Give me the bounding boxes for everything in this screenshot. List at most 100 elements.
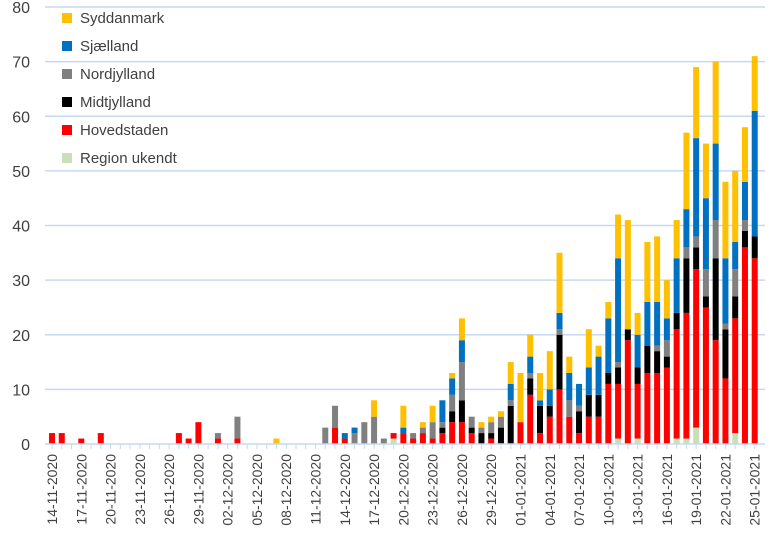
bar-syddanmark-36 bbox=[400, 405, 407, 428]
bar-sj-lland-70 bbox=[732, 241, 739, 270]
y-tick-label: 10 bbox=[12, 382, 30, 399]
bar-nordjylland-69 bbox=[722, 323, 729, 330]
legend-label: Syddanmark bbox=[80, 10, 165, 27]
x-tick-label: 10-01-2021 bbox=[600, 454, 616, 526]
x-tick-label: 22-01-2021 bbox=[717, 454, 733, 526]
bar-hovedstaden-19 bbox=[234, 438, 241, 444]
bar-hovedstaden-3 bbox=[78, 438, 85, 444]
x-tick-label: 13-01-2021 bbox=[630, 454, 646, 526]
bar-hovedstaden-15 bbox=[195, 422, 202, 444]
bars bbox=[49, 56, 758, 444]
x-tick-label: 07-01-2021 bbox=[571, 454, 587, 526]
bar-hovedstaden-68 bbox=[712, 340, 719, 444]
bar-midtjylland-44 bbox=[478, 433, 485, 444]
x-tick-label: 19-01-2021 bbox=[688, 454, 704, 526]
legend-swatch bbox=[62, 41, 72, 51]
bar-hovedstaden-65 bbox=[683, 312, 690, 439]
bar-syddanmark-38 bbox=[419, 422, 426, 428]
bar-hovedstaden-40 bbox=[439, 433, 446, 444]
bar-sj-lland-64 bbox=[673, 258, 680, 313]
y-tick-label: 60 bbox=[12, 109, 30, 126]
bar-hovedstaden-57 bbox=[605, 383, 612, 444]
y-axis-ticks: 0 10 20 30 40 50 60 70 80 bbox=[12, 0, 30, 454]
bar-nordjylland-29 bbox=[332, 405, 339, 428]
x-tick-label: 14-12-2020 bbox=[337, 454, 353, 526]
bar-nordjylland-53 bbox=[566, 400, 573, 417]
x-tick-label: 05-12-2020 bbox=[249, 454, 265, 526]
bar-hovedstaden-54 bbox=[576, 433, 583, 444]
bar-hovedstaden-41 bbox=[449, 422, 456, 444]
bar-nordjylland-68 bbox=[712, 220, 719, 259]
x-tick-label: 01-01-2021 bbox=[512, 454, 528, 526]
legend: Syddanmark Sjælland Nordjylland Midtjylland… bbox=[62, 10, 178, 167]
bar-syddanmark-47 bbox=[507, 362, 514, 384]
legend-item-region-ukendt: Region ukendt bbox=[62, 150, 178, 167]
bar-hovedstaden-60 bbox=[634, 383, 641, 439]
legend-swatch bbox=[62, 153, 72, 163]
bar-midtjylland-46 bbox=[497, 427, 504, 444]
legend-item-sj-lland: Sjælland bbox=[62, 38, 138, 55]
legend-swatch bbox=[62, 13, 72, 23]
x-tick-label: 17-12-2020 bbox=[366, 454, 382, 526]
bar-nordjylland-58 bbox=[615, 362, 622, 368]
bar-hovedstaden-13 bbox=[175, 433, 182, 444]
bar-nordjylland-19 bbox=[234, 416, 241, 439]
bar-region-ukendt-60 bbox=[634, 438, 641, 444]
legend-swatch bbox=[62, 125, 72, 135]
bar-syddanmark-53 bbox=[566, 356, 573, 373]
bar-hovedstaden-70 bbox=[732, 318, 739, 434]
y-tick-label: 50 bbox=[12, 164, 30, 181]
bar-nordjylland-38 bbox=[419, 427, 426, 434]
x-tick-label: 25-01-2021 bbox=[747, 454, 763, 526]
bar-syddanmark-64 bbox=[673, 220, 680, 259]
bar-sj-lland-60 bbox=[634, 334, 641, 368]
y-tick-label: 0 bbox=[21, 437, 30, 454]
bar-sj-lland-69 bbox=[722, 258, 729, 324]
bar-midtjylland-43 bbox=[468, 427, 475, 434]
bar-region-ukendt-66 bbox=[693, 427, 700, 444]
bar-nordjylland-33 bbox=[371, 416, 378, 444]
bar-sj-lland-54 bbox=[576, 383, 583, 406]
bar-hovedstaden-14 bbox=[185, 438, 192, 444]
bar-syddanmark-46 bbox=[497, 411, 504, 417]
x-tick-label: 20-11-2020 bbox=[103, 454, 119, 525]
bar-hovedstaden-72 bbox=[751, 258, 758, 444]
bar-sj-lland-53 bbox=[566, 372, 573, 401]
bar-hovedstaden-56 bbox=[595, 416, 602, 444]
bar-syddanmark-62 bbox=[654, 236, 661, 302]
bar-syddanmark-67 bbox=[702, 143, 709, 199]
bar-nordjylland-34 bbox=[380, 438, 387, 444]
bar-hovedstaden-52 bbox=[556, 389, 563, 444]
bar-syddanmark-58 bbox=[615, 214, 622, 259]
bar-hovedstaden-53 bbox=[566, 416, 573, 444]
bar-hovedstaden-35 bbox=[390, 433, 397, 439]
bar-midtjylland-58 bbox=[615, 367, 622, 384]
bar-midtjylland-59 bbox=[624, 329, 631, 341]
bar-region-ukendt-64 bbox=[673, 438, 680, 444]
bar-midtjylland-49 bbox=[527, 378, 534, 395]
bar-nordjylland-66 bbox=[693, 236, 700, 248]
y-tick-label: 20 bbox=[12, 328, 30, 345]
legend-label: Hovedstaden bbox=[80, 122, 168, 139]
bar-syddanmark-60 bbox=[634, 312, 641, 335]
bar-hovedstaden-17 bbox=[214, 438, 221, 444]
bar-syddanmark-23 bbox=[273, 438, 280, 444]
bar-midtjylland-40 bbox=[439, 427, 446, 434]
bar-hovedstaden-69 bbox=[722, 378, 729, 444]
bar-midtjylland-71 bbox=[741, 230, 748, 248]
bar-syddanmark-50 bbox=[537, 372, 543, 401]
legend-label: Midtjylland bbox=[80, 94, 151, 111]
legend-swatch bbox=[62, 97, 72, 107]
gridlines bbox=[45, 6, 765, 391]
bar-sj-lland-47 bbox=[507, 383, 514, 401]
bar-syddanmark-33 bbox=[371, 400, 378, 417]
bar-hovedstaden-64 bbox=[673, 329, 680, 439]
bar-nordjylland-62 bbox=[654, 345, 661, 352]
bar-nordjylland-43 bbox=[468, 416, 475, 428]
x-tick-label: 14-11-2020 bbox=[44, 454, 60, 525]
bar-nordjylland-44 bbox=[478, 427, 485, 434]
bar-sj-lland-40 bbox=[439, 400, 446, 423]
bar-midtjylland-57 bbox=[605, 372, 612, 384]
y-tick-label: 70 bbox=[12, 55, 30, 72]
x-tick-label: 29-12-2020 bbox=[483, 454, 499, 526]
